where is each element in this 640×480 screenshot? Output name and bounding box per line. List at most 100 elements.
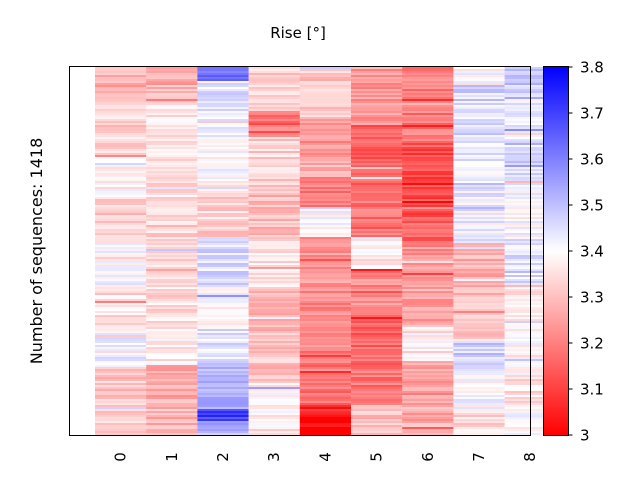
heatmap-cell <box>95 117 147 120</box>
heatmap-cell <box>197 403 249 406</box>
heatmap-cell <box>453 239 505 242</box>
heatmap-cell <box>351 415 403 418</box>
heatmap-cell <box>146 149 198 152</box>
heatmap-cell <box>197 179 249 182</box>
x-tick-label: 7 <box>470 452 488 462</box>
heatmap-cell <box>95 421 147 424</box>
heatmap-cell <box>248 403 301 406</box>
heatmap-cell <box>146 163 198 166</box>
heatmap-cell <box>453 361 505 364</box>
heatmap-cell <box>453 267 505 270</box>
heatmap-cell <box>453 235 505 238</box>
heatmap-cell <box>248 407 301 410</box>
heatmap-cell <box>351 125 403 128</box>
heatmap-cell <box>453 195 505 198</box>
heatmap-cell <box>351 111 403 114</box>
heatmap-cell <box>402 241 454 244</box>
heatmap-cell <box>197 287 249 290</box>
heatmap-cell <box>351 219 403 222</box>
heatmap-cell <box>146 421 198 424</box>
heatmap-cell <box>248 261 301 264</box>
heatmap-cell <box>197 363 249 366</box>
heatmap-cell <box>299 187 352 190</box>
heatmap-cell <box>146 347 198 350</box>
heatmap-cell <box>197 135 249 138</box>
heatmap-cell <box>402 85 454 88</box>
heatmap-cell <box>402 81 454 84</box>
heatmap-cell <box>146 205 198 208</box>
heatmap-cell <box>453 153 505 156</box>
heatmap-cell <box>95 317 147 320</box>
heatmap-cell <box>402 251 454 254</box>
heatmap-cell <box>351 245 403 248</box>
heatmap-cell <box>351 149 403 152</box>
heatmap-cell <box>197 149 249 152</box>
heatmap-cell <box>95 151 147 154</box>
heatmap-cell <box>146 105 198 108</box>
heatmap-cell <box>146 169 198 172</box>
heatmap-cell <box>95 103 147 106</box>
heatmap-cell <box>146 307 198 310</box>
heatmap-cell <box>351 353 403 356</box>
heatmap-cell <box>248 399 301 402</box>
heatmap-cell <box>402 301 454 304</box>
heatmap-cell <box>402 213 454 216</box>
heatmap-cell <box>402 117 454 120</box>
heatmap-cell <box>453 335 505 338</box>
heatmap-cell <box>402 263 454 266</box>
heatmap-cell <box>197 169 249 172</box>
heatmap-cell <box>453 125 505 128</box>
heatmap-cell <box>351 359 403 362</box>
heatmap-cell <box>351 169 403 172</box>
heatmap-cell <box>197 225 249 228</box>
heatmap-cell <box>197 127 249 130</box>
heatmap-cell <box>402 303 454 306</box>
heatmap-cell <box>95 223 147 226</box>
heatmap-cell <box>95 147 147 150</box>
heatmap-cell <box>248 265 301 268</box>
heatmap-cell <box>248 277 301 280</box>
heatmap-cell <box>453 103 505 106</box>
heatmap-cell <box>95 73 147 76</box>
heatmap-cell <box>248 299 301 302</box>
heatmap-cell <box>299 233 352 236</box>
heatmap-cell <box>146 107 198 110</box>
heatmap-cell <box>146 305 198 308</box>
heatmap-cell <box>146 359 198 362</box>
heatmap-cell <box>453 419 505 422</box>
heatmap-cell <box>299 207 352 210</box>
heatmap-cell <box>95 185 147 188</box>
heatmap-cell <box>95 291 147 294</box>
heatmap-cell <box>299 305 352 308</box>
heatmap-cell <box>453 245 505 248</box>
heatmap-cell <box>95 311 147 314</box>
heatmap-cell <box>95 307 147 310</box>
heatmap-cell <box>95 381 147 384</box>
heatmap-cell <box>351 237 403 240</box>
heatmap-cell <box>197 75 249 78</box>
heatmap-cell <box>453 217 505 220</box>
heatmap-cell <box>351 247 403 250</box>
heatmap-cell <box>453 73 505 76</box>
heatmap-cell <box>95 267 147 270</box>
heatmap-cell <box>402 333 454 336</box>
heatmap-cell <box>402 205 454 208</box>
heatmap-cell <box>146 403 198 406</box>
heatmap-cell <box>95 231 147 234</box>
heatmap-cell <box>146 401 198 404</box>
heatmap-cell <box>197 341 249 344</box>
heatmap-cell <box>402 427 454 430</box>
heatmap-cell <box>146 413 198 416</box>
heatmap-cell <box>402 309 454 312</box>
heatmap-cell <box>299 401 352 404</box>
heatmap-cell <box>197 413 249 416</box>
heatmap-cell <box>248 211 301 214</box>
heatmap-cell <box>95 373 147 376</box>
heatmap-cell <box>453 71 505 74</box>
heatmap-cell <box>402 423 454 426</box>
heatmap-cell <box>146 257 198 260</box>
heatmap-cell <box>402 223 454 226</box>
heatmap-cell <box>197 353 249 356</box>
heatmap-cell <box>197 203 249 206</box>
heatmap-cell <box>453 297 505 300</box>
